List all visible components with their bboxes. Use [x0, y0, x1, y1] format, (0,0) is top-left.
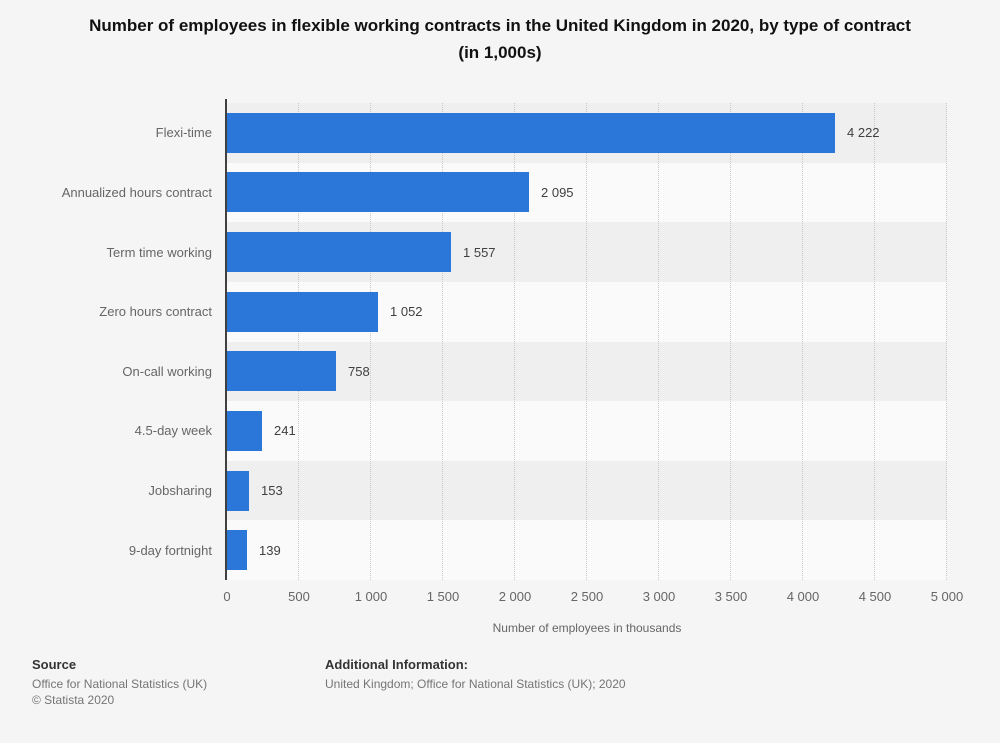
x-axis-label: Number of employees in thousands [492, 621, 682, 635]
x-axis-tick-label: 4 000 [786, 589, 820, 604]
bar [227, 112, 835, 153]
bar-row: 153 [227, 460, 947, 521]
value-label: 2 095 [541, 184, 574, 200]
x-axis-tick-label: 500 [288, 589, 310, 604]
additional-info-text: United Kingdom; Office for National Stat… [325, 677, 626, 691]
bar-row: 2 095 [227, 162, 947, 223]
source-label: Source [32, 657, 77, 672]
bar-row: 4 222 [227, 103, 947, 163]
category-label: Term time working [106, 244, 212, 260]
value-label: 1 052 [390, 304, 423, 320]
x-axis-tick-label: 1 000 [354, 589, 388, 604]
bar [227, 232, 451, 273]
x-axis-tick-label: 4 500 [858, 589, 892, 604]
bar-row: 758 [227, 341, 947, 402]
x-axis-tick-label: 5 000 [930, 589, 964, 604]
bar [227, 172, 529, 213]
source-block: Source Office for National Statistics (U… [32, 657, 207, 708]
bar [227, 351, 336, 392]
value-label: 4 222 [847, 125, 880, 141]
value-label: 758 [348, 363, 370, 379]
bar [227, 291, 378, 332]
category-label: Flexi-time [155, 125, 212, 141]
x-axis-tick-label: 3 500 [714, 589, 748, 604]
value-label: 1 557 [463, 244, 496, 260]
value-label: 139 [259, 542, 281, 558]
row-bands: 4 222 2 095 1 557 1 052 758 241 [227, 103, 947, 580]
plot-area: 4 222 2 095 1 557 1 052 758 241 [227, 103, 947, 580]
category-label: 4.5-day week [134, 423, 212, 439]
x-axis-tick-label: 2 000 [498, 589, 532, 604]
category-label: Zero hours contract [99, 304, 212, 320]
category-label: 9-day fortnight [128, 542, 212, 558]
additional-info-label: Additional Information: [325, 657, 468, 672]
bar-row: 1 557 [227, 222, 947, 282]
x-axis-tick-label: 2 500 [570, 589, 604, 604]
bar-row: 1 052 [227, 281, 947, 342]
category-axis: Flexi-time Annualized hours contract Ter… [0, 103, 212, 580]
x-axis-tick-label: 0 [223, 589, 231, 604]
value-label: 241 [274, 423, 296, 439]
chart-title: Number of employees in flexible working … [89, 16, 911, 62]
x-axis-tick-label: 1 500 [426, 589, 460, 604]
category-label: Annualized hours contract [61, 184, 212, 200]
bar [227, 470, 249, 511]
category-label: On-call working [122, 363, 212, 379]
category-label: Jobsharing [148, 483, 212, 499]
bar-row: 241 [227, 401, 947, 461]
source-name: Office for National Statistics (UK) [32, 677, 208, 691]
copyright: © Statista 2020 [32, 693, 115, 707]
additional-info-block: Additional Information: United Kingdom; … [325, 657, 626, 692]
value-label: 153 [261, 483, 283, 499]
bar [227, 530, 247, 571]
bar-row: 139 [227, 520, 947, 580]
bar [227, 410, 262, 451]
y-axis-line [225, 99, 227, 580]
x-axis-tick-label: 3 000 [642, 589, 676, 604]
